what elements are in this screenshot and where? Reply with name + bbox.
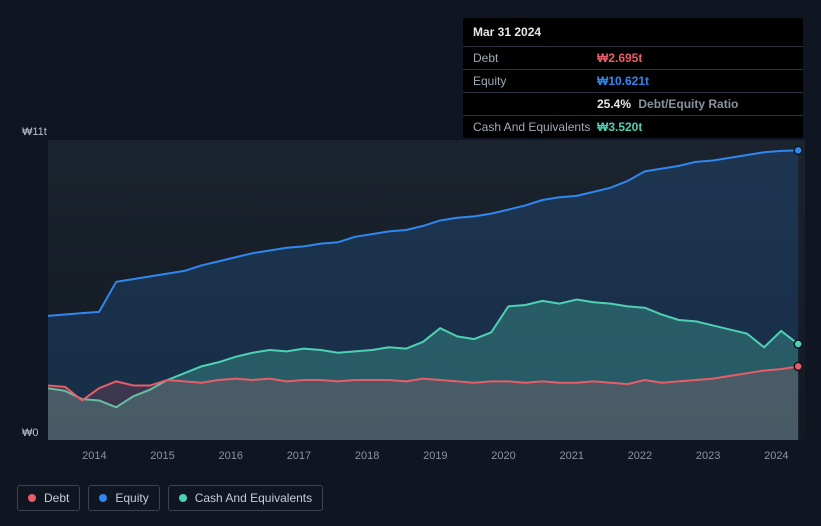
chart-tooltip: Mar 31 2024 Debt ₩2.695t Equity ₩10.621t… — [463, 18, 803, 138]
x-tick: 2018 — [355, 450, 379, 462]
legend-dot-equity — [99, 494, 107, 502]
tooltip-ratio-label: Debt/Equity Ratio — [638, 97, 738, 111]
tooltip-row-equity: Equity ₩10.621t — [463, 69, 803, 92]
x-tick: 2020 — [491, 450, 515, 462]
legend-label-equity: Equity — [115, 491, 148, 505]
legend-label-debt: Debt — [44, 491, 69, 505]
legend-dot-cash — [179, 494, 187, 502]
x-tick: 2019 — [423, 450, 447, 462]
x-tick: 2024 — [764, 450, 788, 462]
tooltip-ratio-spacer — [473, 97, 597, 111]
legend-label-cash: Cash And Equivalents — [195, 491, 312, 505]
legend-item-equity[interactable]: Equity — [88, 485, 159, 511]
x-tick: 2022 — [628, 450, 652, 462]
chart-legend: Debt Equity Cash And Equivalents — [17, 485, 323, 511]
legend-item-debt[interactable]: Debt — [17, 485, 80, 511]
y-tick-max: ₩11t — [22, 126, 47, 138]
x-tick: 2016 — [218, 450, 242, 462]
legend-item-cash[interactable]: Cash And Equivalents — [168, 485, 323, 511]
tooltip-row-cash: Cash And Equivalents ₩3.520t — [463, 115, 803, 138]
tooltip-ratio: 25.4% Debt/Equity Ratio — [597, 97, 738, 111]
x-tick: 2021 — [559, 450, 583, 462]
legend-dot-debt — [28, 494, 36, 502]
tooltip-cash-label: Cash And Equivalents — [473, 120, 597, 134]
tooltip-row-debt: Debt ₩2.695t — [463, 46, 803, 69]
x-tick: 2015 — [150, 450, 174, 462]
tooltip-debt-value: ₩2.695t — [597, 51, 642, 65]
tooltip-equity-label: Equity — [473, 74, 597, 88]
tooltip-date: Mar 31 2024 — [463, 18, 803, 46]
y-tick-min: ₩0 — [22, 427, 39, 439]
tooltip-ratio-value: 25.4% — [597, 97, 631, 111]
tooltip-cash-value: ₩3.520t — [597, 120, 642, 134]
x-tick: 2023 — [696, 450, 720, 462]
chart-svg — [48, 140, 805, 440]
x-tick: 2014 — [82, 450, 106, 462]
tooltip-debt-label: Debt — [473, 51, 597, 65]
x-axis: 2014 2015 2016 2017 2018 2019 2020 2021 2022 2023… — [48, 450, 805, 470]
x-tick: 2017 — [287, 450, 311, 462]
tooltip-row-ratio: 25.4% Debt/Equity Ratio — [463, 92, 803, 115]
chart-plot-area[interactable] — [48, 140, 805, 440]
tooltip-equity-value: ₩10.621t — [597, 74, 649, 88]
